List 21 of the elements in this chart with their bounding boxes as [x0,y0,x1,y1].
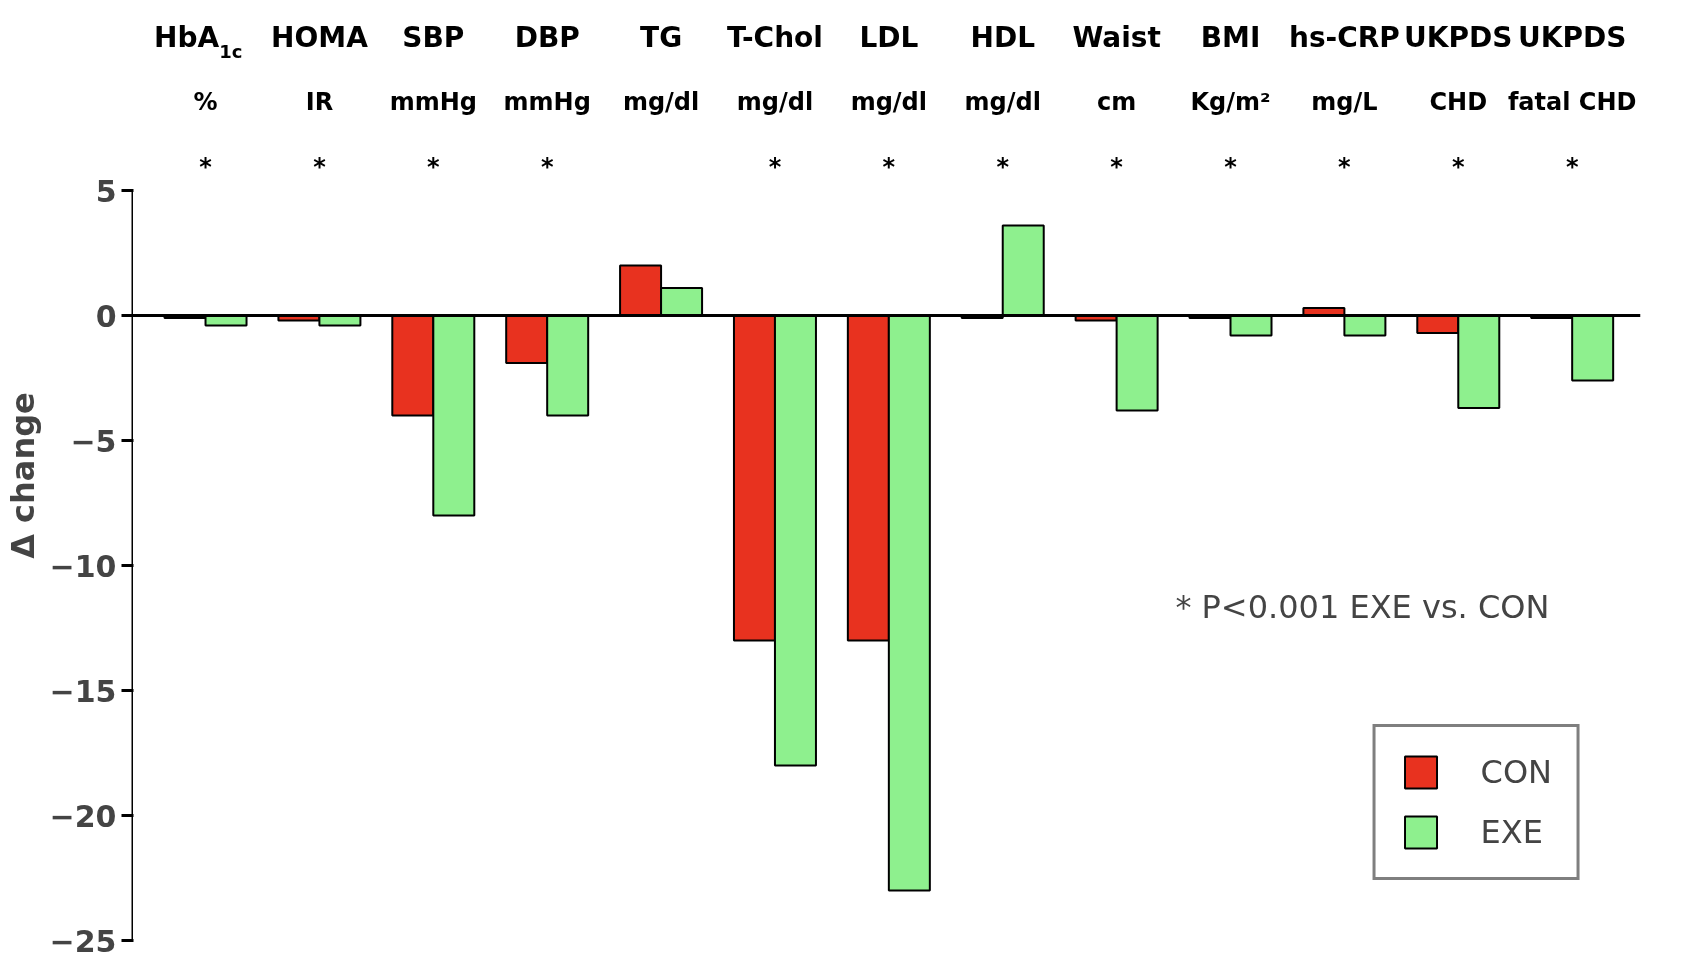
y-tick-label: 5 [95,173,117,209]
category-label: HOMA IR * [271,21,368,182]
y-tick-label: 0 [95,298,117,334]
y-tick-label: −25 [49,923,117,959]
category-label: SBP mmHg * [389,21,477,182]
category-label: Waist cm * [1072,21,1161,182]
category-label: BMI Kg/m² * [1190,21,1271,182]
y-tick-label: −5 [70,423,117,459]
annotation: * P<0.001 EXE vs. CON [1175,587,1550,626]
category-label: T-Chol mg/dl * [727,21,823,182]
y-tick-label: −20 [49,798,117,834]
legend-label: CON [1480,753,1552,791]
y-tick-label: −15 [49,673,117,709]
y-axis-title: Δ change [3,392,42,559]
category-label: DBP mmHg * [503,21,591,182]
y-tick-label: −10 [49,548,117,584]
category-label: TG mg/dl [622,21,700,117]
category-label: HDL mg/dl * [964,21,1041,182]
legend-label: EXE [1480,813,1543,851]
category-label: hs-CRP mg/L * [1288,21,1400,182]
category-label: LDL mg/dl * [850,21,928,182]
